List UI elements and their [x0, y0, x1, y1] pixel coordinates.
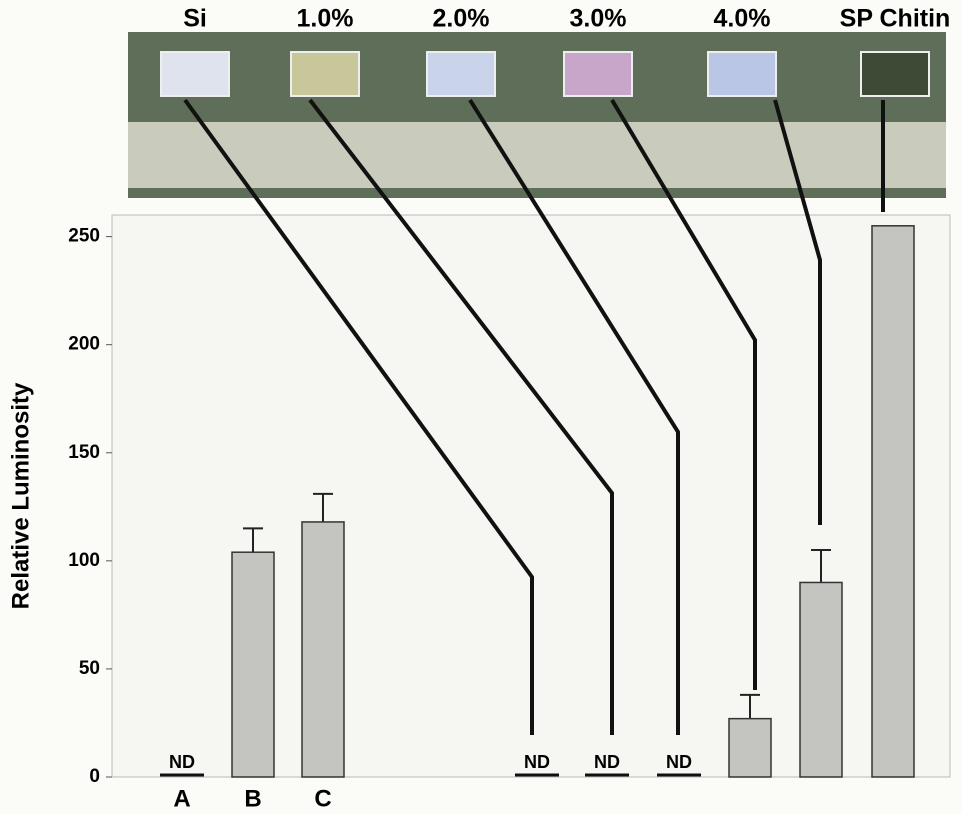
y-tick-label: 200: [68, 334, 100, 355]
category-label: 3.0%: [570, 5, 627, 33]
sample: [426, 51, 496, 97]
category-label: B: [244, 785, 261, 812]
category-label: SP Chitin: [840, 5, 951, 33]
value-label: ND: [169, 752, 195, 772]
connector: [773, 99, 822, 525]
bar: [728, 717, 772, 778]
photo: [128, 32, 946, 198]
connector: [610, 98, 757, 690]
bar: [301, 521, 345, 778]
y-tick-label: 150: [68, 442, 100, 463]
category-label: 2.0%: [433, 5, 490, 33]
y-tick-label: 0: [89, 766, 100, 787]
sample: [860, 51, 930, 97]
connector: [183, 98, 534, 735]
bar: [799, 581, 843, 778]
y-tick-label: 50: [79, 658, 100, 679]
connector: [308, 98, 614, 735]
sample: [707, 51, 777, 97]
category-label: 4.0%: [714, 5, 771, 33]
category-label: A: [173, 785, 190, 812]
sample: [290, 51, 360, 97]
value-label: ND: [666, 752, 692, 772]
y-axis-label: Relative Luminosity: [7, 382, 34, 609]
sample: [160, 51, 230, 97]
connector: [468, 98, 680, 735]
y-tick-label: 250: [68, 226, 100, 247]
category-label: Si: [183, 5, 207, 33]
y-tick-label: 100: [68, 550, 100, 571]
bar: [231, 551, 275, 778]
ruler: [128, 122, 946, 188]
category-label: C: [314, 785, 331, 812]
bar: [871, 225, 915, 778]
value-label: ND: [594, 752, 620, 772]
value-label: ND: [524, 752, 550, 772]
category-label: 1.0%: [297, 5, 354, 33]
sample: [563, 51, 633, 97]
